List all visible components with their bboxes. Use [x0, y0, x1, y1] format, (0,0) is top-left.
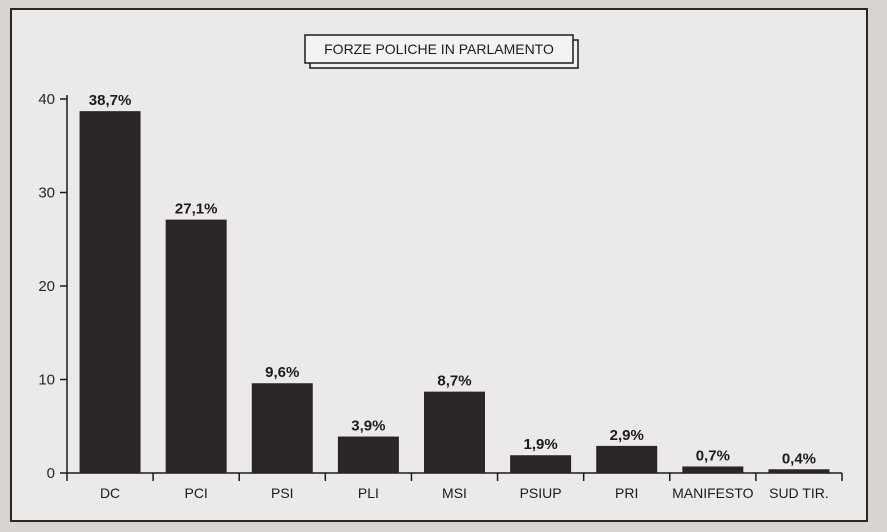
x-tick-label: PRI — [615, 485, 638, 501]
chart-title: FORZE POLICHE IN PARLAMENTO — [324, 41, 554, 57]
bar-pli — [337, 436, 399, 473]
bars — [79, 111, 830, 473]
bar-chart: FORZE POLICHE IN PARLAMENTO 0 10 20 30 40 DC P… — [38, 34, 843, 501]
x-tick-label: PSIUP — [520, 485, 562, 501]
title-border — [304, 34, 574, 64]
bar-psiup — [510, 455, 572, 473]
data-label: 3,9% — [351, 418, 385, 435]
bar-psi — [251, 383, 313, 473]
y-tick-label: 10 — [38, 372, 55, 389]
data-label: 8,7% — [437, 373, 471, 390]
data-label: 9,6% — [265, 364, 299, 381]
bar-dc — [79, 111, 141, 473]
y-tick-label: 20 — [38, 278, 55, 295]
data-label: 1,9% — [524, 436, 558, 453]
data-label: 2,9% — [610, 427, 644, 444]
x-tick-label: MSI — [442, 485, 467, 501]
x-tick-label: MANIFESTO — [672, 485, 754, 501]
data-label: 38,7% — [89, 92, 132, 109]
data-labels: 38,7% 27,1% 9,6% 3,9% 8,7% 1,9% 2,9% 0,7% 0,4% — [89, 92, 816, 467]
x-tick-label: PLI — [358, 485, 379, 501]
x-tick-label: PCI — [184, 485, 207, 501]
data-label: 0,7% — [696, 447, 730, 464]
x-tick-label: DC — [100, 485, 120, 501]
bar-manifesto — [682, 466, 744, 473]
data-label: 27,1% — [175, 201, 218, 218]
x-tick-label: PSI — [271, 485, 294, 501]
y-tick-label: 0 — [47, 465, 55, 482]
chart-frame: FORZE POLICHE IN PARLAMENTO 0 10 20 30 40 DC P… — [10, 8, 868, 522]
bar-sud-tir — [768, 469, 830, 473]
data-label: 0,4% — [782, 450, 816, 467]
x-tick-label: SUD TIR. — [769, 485, 829, 501]
y-tick-label: 30 — [38, 185, 55, 202]
y-tick-label: 40 — [38, 91, 55, 108]
bar-msi — [424, 391, 485, 473]
chart-title-box: FORZE POLICHE IN PARLAMENTO — [304, 34, 579, 69]
bar-pri — [596, 445, 658, 473]
bar-pci — [165, 219, 227, 473]
